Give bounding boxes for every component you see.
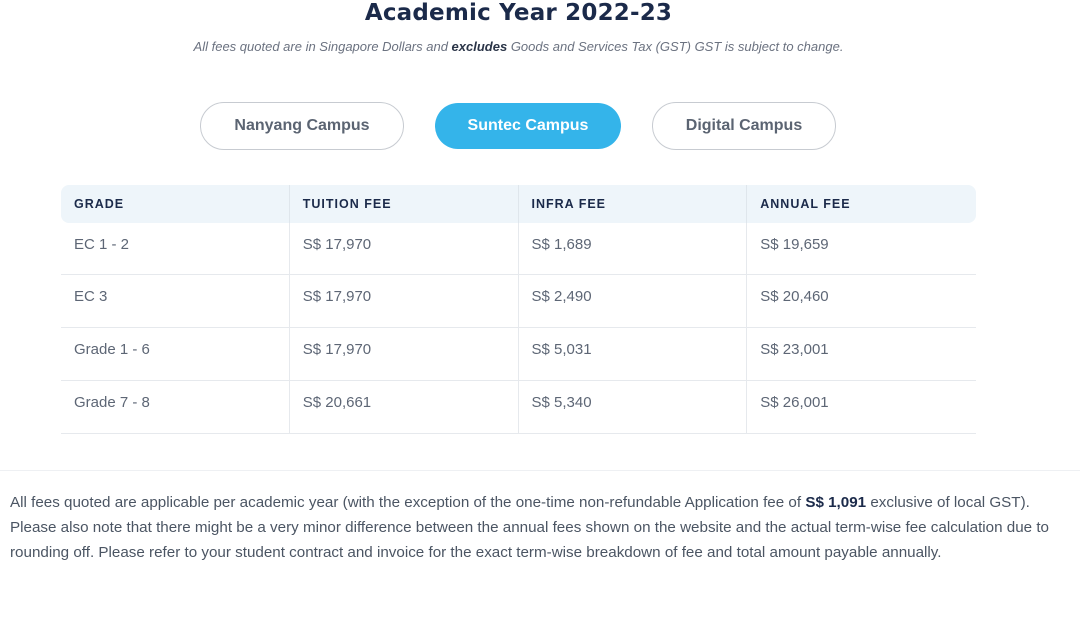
column-header-tuition-fee: TUITION FEE [290, 185, 519, 223]
fee-table: GRADE TUITION FEE INFRA FEE ANNUAL FEE E… [61, 185, 976, 434]
note-text-pre: All fees quoted are applicable per acade… [10, 494, 806, 511]
disclaimer-text-pre: All fees quoted are in Singapore Dollars… [193, 39, 452, 54]
note-text-post: exclusive of local GST). [866, 494, 1030, 511]
fee-disclaimer: All fees quoted are in Singapore Dollars… [0, 39, 1037, 55]
page-title: Academic Year 2022-23 [364, 0, 673, 26]
cell-grade: EC 1 - 2 [61, 223, 290, 274]
note-rounding: Please also note that there might be a v… [10, 519, 1050, 561]
cell-tuition-fee: S$ 20,661 [290, 381, 519, 433]
cell-tuition-fee: S$ 17,970 [290, 275, 519, 327]
table-row: EC 1 - 2 S$ 17,970 S$ 1,689 S$ 19,659 [61, 223, 976, 275]
cell-tuition-fee: S$ 17,970 [290, 223, 519, 274]
tab-digital-campus[interactable]: Digital Campus [652, 102, 836, 150]
cell-grade: Grade 1 - 6 [61, 328, 290, 380]
cell-annual-fee: S$ 19,659 [760, 236, 829, 253]
cell-infra-fee: S$ 1,689 [519, 223, 748, 274]
application-fee-amount: S$ 1,091 [805, 494, 867, 511]
note-application-fee: All fees quoted are applicable per acade… [10, 490, 1078, 515]
cell-infra-fee: S$ 2,490 [519, 275, 748, 327]
disclaimer-emphasis: excludes [451, 39, 508, 54]
cell-infra-fee: S$ 5,340 [519, 381, 748, 433]
column-header-infra-fee: INFRA FEE [519, 185, 748, 223]
table-row: EC 3 S$ 17,970 S$ 2,490 S$ 20,460 [61, 275, 976, 328]
cell-infra-fee: S$ 5,031 [519, 328, 748, 380]
cell-annual-fee: S$ 20,460 [760, 288, 829, 305]
disclaimer-text-post: Goods and Services Tax (GST) GST is subj… [507, 39, 844, 54]
table-header: GRADE TUITION FEE INFRA FEE ANNUAL FEE [61, 185, 976, 223]
column-header-grade: GRADE [61, 185, 290, 223]
table-body: EC 1 - 2 S$ 17,970 S$ 1,689 S$ 19,659 EC… [61, 223, 976, 434]
table-row: Grade 7 - 8 S$ 20,661 S$ 5,340 S$ 26,001 [61, 381, 976, 434]
cell-annual-fee: S$ 26,001 [760, 394, 829, 411]
cell-tuition-fee: S$ 17,970 [290, 328, 519, 380]
tab-nanyang-campus[interactable]: Nanyang Campus [200, 102, 404, 150]
section-divider [0, 470, 1080, 471]
column-header-annual-fee: ANNUAL FEE [760, 197, 851, 211]
tab-suntec-campus[interactable]: Suntec Campus [435, 103, 621, 149]
cell-annual-fee: S$ 23,001 [760, 341, 829, 358]
cell-grade: EC 3 [61, 275, 290, 327]
cell-grade: Grade 7 - 8 [61, 381, 290, 433]
table-row: Grade 1 - 6 S$ 17,970 S$ 5,031 S$ 23,001 [61, 328, 976, 381]
fee-notes: All fees quoted are applicable per acade… [10, 490, 1078, 565]
